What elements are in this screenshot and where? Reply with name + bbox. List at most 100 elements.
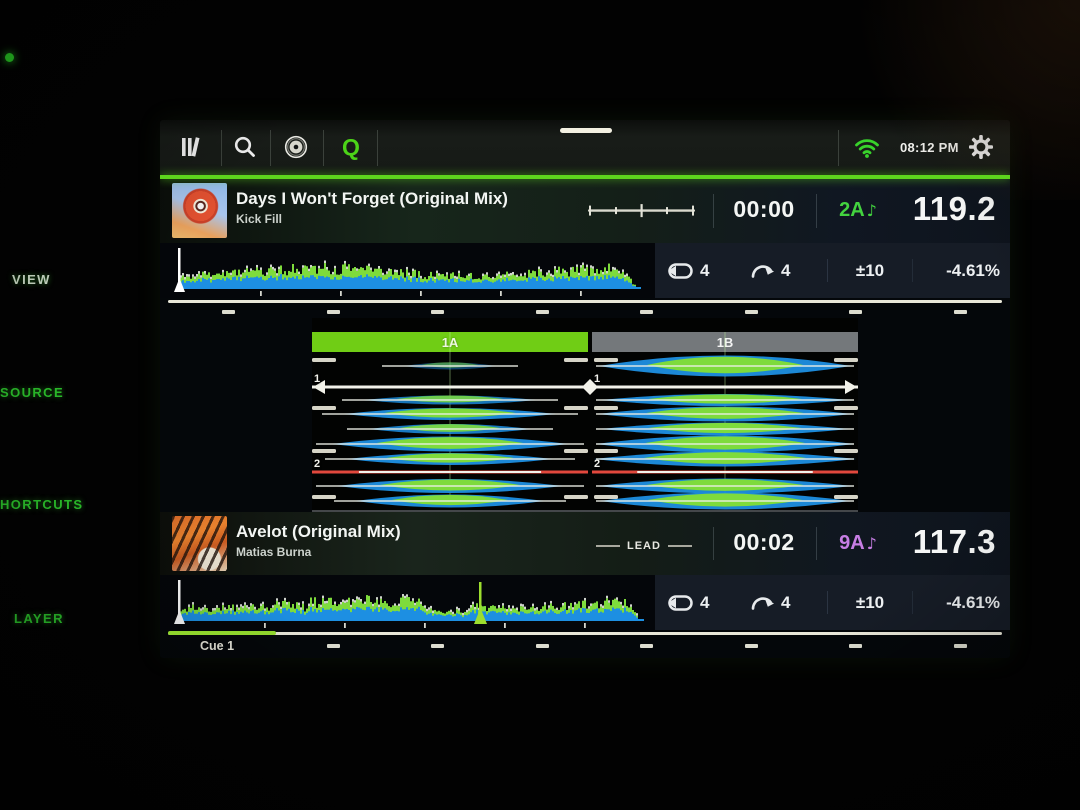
lead-indicator: LEAD [596,540,692,552]
device-screen: Q 08:12 PM [160,120,1010,658]
deck-2-progress-bar[interactable]: Cue 1 [160,630,1010,658]
library-button[interactable] [175,132,205,162]
bpm-display[interactable]: 119.2 [912,190,996,227]
progress-dash [954,644,967,648]
dual-waveform-view[interactable]: 1A 1B 1 1 2 2 [312,318,858,512]
pitch-range-control[interactable]: ±10 [855,592,885,612]
loop-icon [668,262,693,279]
album-art[interactable] [172,183,227,238]
beat-marker-label: 2 [314,458,321,470]
deck-1-indicators: 4 4 ±10 -4.61% [655,243,1010,298]
cue-label: Cue 1 [200,639,235,653]
vinyl-icon [284,135,308,159]
wifi-icon [855,139,879,158]
header-divider [713,527,714,560]
deck-2-header: Avelot (Original Mix) Matias Burna LEAD … [160,512,1010,575]
key-value: 2A [839,199,865,221]
toolbar-divider [221,130,222,166]
progress-dash [327,310,340,314]
deck-2-waveform-overview[interactable] [172,576,655,629]
search-button[interactable] [230,132,260,162]
pitch-range-control[interactable]: ±10 [855,260,885,280]
clock: 08:12 PM [900,140,959,155]
toolbar-divider [270,130,271,166]
notification-handle[interactable] [560,128,612,133]
loop-size-value: 4 [700,260,710,280]
deck-1-progress-bar[interactable] [160,298,1010,318]
toolbar-divider [838,130,839,166]
beat-jump-control[interactable]: 4 [750,243,790,298]
progress-line [168,300,1002,303]
wifi-button[interactable] [852,135,882,159]
progress-line [168,632,1002,635]
loop-size-control[interactable]: 4 [667,243,709,298]
bezel-label-shortcuts: HORTCUTS [0,497,84,512]
pitch-value: -4.61% [946,592,1000,612]
track-artist: Kick Fill [236,212,283,226]
beat-jump-control[interactable]: 4 [750,575,790,630]
progress-dash [745,310,758,314]
deck-2-indicators: 4 4 ±10 -4.61% [655,575,1010,630]
lead-dash [596,544,620,548]
beat-jump-value: 4 [781,260,791,280]
accent-divider [160,175,1010,179]
beat-marker-label: 1 [594,373,601,385]
loop-icon [668,594,693,611]
lead-label: LEAD [627,540,661,552]
elapsed-time: 00:02 [733,529,795,555]
progress-dash [536,310,549,314]
track-title: Days I Won't Forget (Original Mix) [236,189,508,208]
progress-dash [327,644,340,648]
deck-2-wave-strip: 4 4 ±10 -4.61% [160,575,1010,630]
beat-jump-icon [751,596,774,610]
header-divider [816,194,817,228]
panel-divider [827,259,828,282]
progress-dash [745,644,758,648]
deck-1-wave-strip: 4 4 ±10 -4.61% [160,243,1010,298]
loop-size-value: 4 [700,592,710,612]
header-divider [713,194,714,228]
beat-marker-label: 1 [314,373,321,385]
library-icon [182,137,200,157]
panel-divider [912,259,913,282]
beatgrid-canvas [312,332,858,510]
loop-size-control[interactable]: 4 [667,575,709,630]
beat-jump-icon [751,264,774,278]
deck-1-header: Days I Won't Forget (Original Mix) Kick … [160,179,1010,243]
bezel-label-view: VIEW [12,272,51,287]
toolbar-divider [377,130,378,166]
beat-marker-label: 2 [594,458,601,470]
progress-dash [431,310,444,314]
progress-dash [640,310,653,314]
toolbar-divider [323,130,324,166]
pitch-value: -4.61% [946,260,1000,280]
progress-dash [954,310,967,314]
played-progress [168,631,276,635]
progress-dash [536,644,549,648]
elapsed-time: 00:00 [733,196,795,222]
progress-dash [222,310,235,314]
gear-icon [969,135,993,159]
lead-dash [667,544,692,548]
deck-1-waveform-overview[interactable] [172,244,655,297]
track-title: Avelot (Original Mix) [236,522,401,541]
progress-dash [431,644,444,648]
album-art[interactable] [172,516,227,571]
header-divider [816,527,817,560]
settings-button[interactable] [968,134,994,160]
key-value: 9A [839,532,865,554]
vinyl-mode-button[interactable] [281,132,311,162]
quantize-button[interactable]: Q [342,134,360,160]
panel-divider [912,591,913,614]
progress-dash [849,644,862,648]
track-artist: Matias Burna [236,545,312,559]
panel-divider [827,591,828,614]
progress-dash [640,644,653,648]
power-led [5,53,14,62]
bpm-display[interactable]: 117.3 [912,523,996,560]
progress-dash [849,310,862,314]
beat-jump-value: 4 [781,592,791,612]
search-icon [234,136,255,157]
bezel-label-layer: LAYER [14,611,64,626]
